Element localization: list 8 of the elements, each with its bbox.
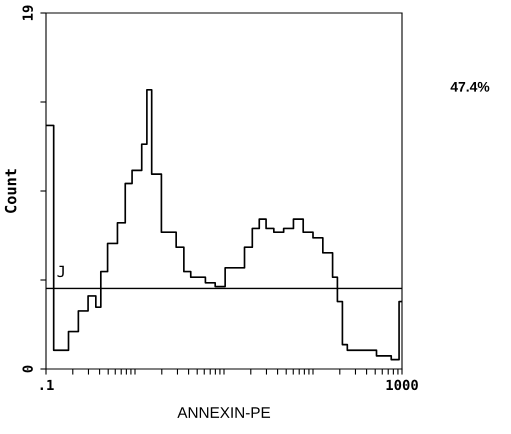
y-axis-title: Count xyxy=(4,169,16,213)
x-tick-label: .1 xyxy=(40,380,54,390)
text: 47.4% xyxy=(450,82,490,92)
x-tick-label: 1000 xyxy=(386,380,418,390)
ref-line-label: J xyxy=(57,266,64,278)
x-axis-title: ANNEXIN-PE xyxy=(177,407,270,418)
y-tick-label: 0 xyxy=(22,366,33,372)
y-tick-label: 19 xyxy=(22,6,33,20)
